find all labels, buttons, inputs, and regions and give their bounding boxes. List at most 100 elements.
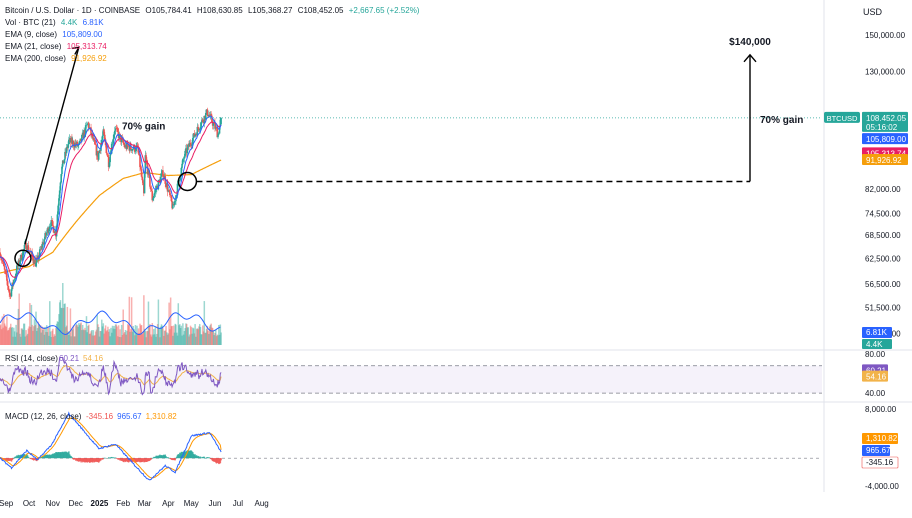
volume-bar	[45, 331, 47, 345]
macd-histogram-bar	[48, 454, 50, 459]
candle-body	[106, 153, 108, 156]
volume-bar	[117, 325, 120, 345]
candle-body	[4, 269, 7, 272]
candle-body	[113, 130, 116, 135]
volume-bar	[1, 316, 4, 345]
macd-histogram-bar	[71, 458, 74, 459]
volume-bar	[61, 308, 63, 345]
macd-histogram-bar	[93, 458, 95, 463]
candle-body	[8, 289, 10, 293]
macd-histogram-bar	[32, 458, 34, 460]
volume-bar	[158, 327, 160, 345]
macd-histogram-bar	[77, 458, 79, 461]
volume-bar	[115, 324, 118, 345]
macd-tick-label: 8,000.00	[865, 405, 897, 414]
price-tick-label: 51,500.00	[865, 304, 901, 313]
volume-bar	[163, 335, 165, 345]
volume-bar	[144, 331, 147, 345]
macd-histogram-bar	[116, 458, 118, 459]
candle-body	[111, 143, 114, 145]
macd-histogram-bar	[215, 458, 218, 464]
macd-histogram-bar	[10, 458, 12, 461]
macd-histogram-bar	[95, 458, 98, 462]
symbol-title[interactable]: Bitcoin / U.S. Dollar · 1D · COINBASE	[5, 6, 141, 15]
candle-body	[0, 257, 3, 260]
macd-histogram-bar	[13, 457, 15, 459]
candle-body	[65, 147, 68, 154]
header-ema200[interactable]: EMA (200, close) 91,926.92	[5, 54, 110, 63]
volume-bar	[204, 332, 206, 345]
macd-histogram-bar	[64, 451, 66, 459]
header-ema21[interactable]: EMA (21, close) 105,313.74	[5, 42, 110, 51]
ema21-value: 105,313.74	[66, 42, 107, 51]
macd-histogram-bar	[12, 458, 14, 460]
header-ema9[interactable]: EMA (9, close) 105,809.00	[5, 30, 105, 39]
price-badge-ema200-text: 91,926.92	[866, 156, 902, 165]
volume-bar	[20, 328, 23, 345]
volume-bar	[30, 304, 33, 345]
candle-body	[162, 170, 164, 177]
candle-body	[137, 147, 140, 154]
macd-histogram-bar	[151, 457, 154, 459]
volume-bar	[104, 325, 107, 345]
volume-bar	[72, 325, 75, 345]
gain-arrow-head	[71, 46, 81, 55]
volume-bar	[180, 325, 183, 345]
macd-histogram-bar	[91, 458, 94, 463]
volume-bar	[124, 329, 127, 345]
macd-histogram-bar	[139, 458, 141, 463]
volume-bar	[27, 328, 30, 345]
candle-body	[150, 189, 153, 192]
volume-bar	[131, 331, 134, 345]
volume-bar	[0, 329, 3, 345]
volume-bar	[174, 323, 176, 345]
volume-bar	[114, 324, 117, 345]
volume-bar	[70, 336, 72, 345]
volume-bar	[202, 331, 205, 345]
volume-bar	[43, 334, 46, 345]
candle-body	[118, 133, 121, 139]
candle-body	[143, 173, 146, 194]
candle-body	[173, 201, 176, 206]
volume-bar	[130, 297, 133, 345]
rsi-line	[0, 357, 222, 396]
macd-histogram-bar	[107, 458, 109, 459]
volume-bar	[69, 308, 72, 345]
macd-histogram-bar	[41, 456, 43, 459]
macd-histogram-bar	[188, 450, 190, 459]
candle-body	[194, 134, 196, 137]
macd-histogram-bar	[92, 458, 95, 462]
volume-bar	[150, 336, 153, 345]
candle-body	[29, 252, 32, 253]
candle-body	[57, 205, 59, 215]
macd-histogram-bar	[14, 456, 17, 459]
header-volume[interactable]: Vol · BTC (21) 4.4K 6.81K	[5, 18, 107, 27]
macd-histogram-bar	[13, 457, 16, 459]
volume-bar	[117, 336, 119, 345]
volume-bar	[179, 324, 181, 345]
macd-histogram-bar	[22, 454, 24, 459]
candle-body	[149, 186, 152, 190]
volume-ma-badge	[862, 327, 892, 338]
macd-histogram-bar	[177, 454, 180, 459]
volume-bar	[106, 330, 108, 345]
time-axis-label: Apr	[162, 499, 175, 508]
volume-bar	[184, 328, 186, 345]
volume-bar	[129, 331, 131, 345]
volume-bar	[208, 326, 211, 345]
price-badge-ema21-text: 105,313.74	[866, 149, 907, 158]
volume-bar	[84, 330, 87, 345]
volume-bar	[55, 328, 57, 345]
macd-signal-badge	[862, 433, 898, 444]
currency-label[interactable]: USD	[862, 7, 882, 17]
volume-bar	[205, 328, 208, 345]
macd-histogram-bar	[121, 458, 124, 461]
volume-bar	[19, 333, 21, 345]
volume-bar	[23, 323, 25, 345]
volume-bar	[11, 327, 14, 345]
volume-bar	[156, 324, 159, 345]
macd-histogram-bar	[172, 458, 174, 461]
volume-bar	[13, 327, 15, 345]
volume-bar	[101, 326, 104, 345]
